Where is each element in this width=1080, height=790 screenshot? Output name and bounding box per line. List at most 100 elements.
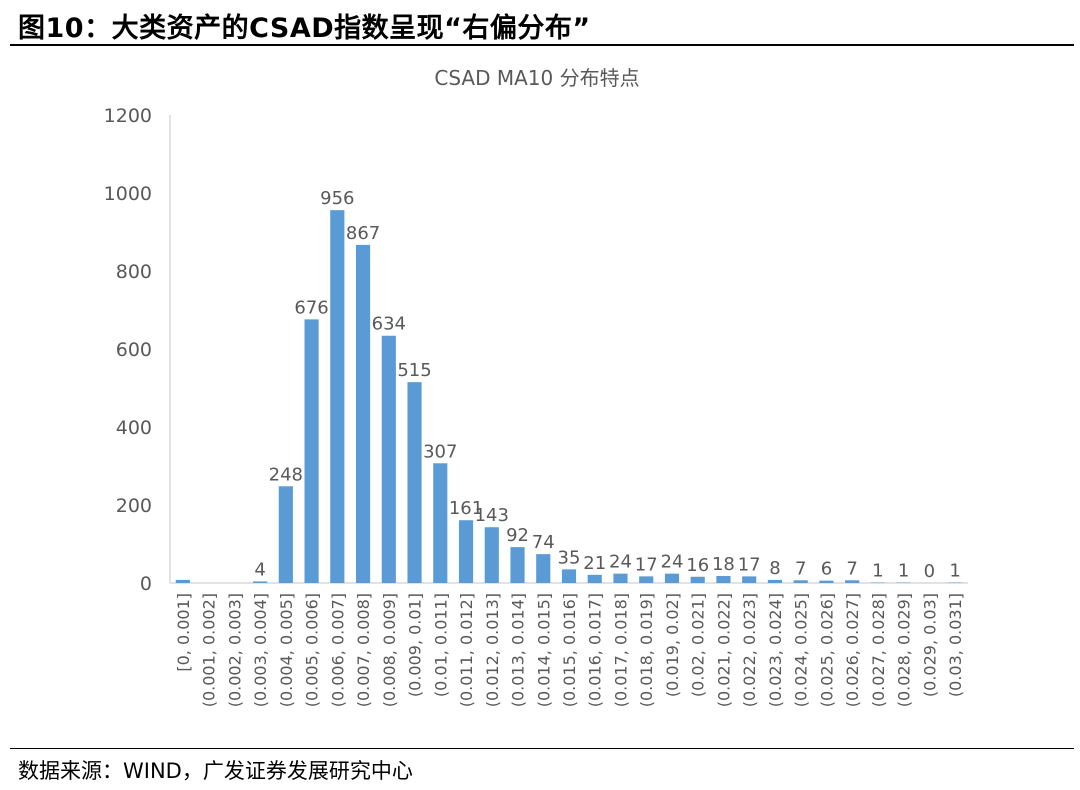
x-tick-label: (0.027, 0.028] [869, 593, 888, 707]
bar [253, 581, 268, 583]
x-tick-label: (0.016, 0.017] [586, 593, 605, 707]
x-axis-ticks: [0, 0.001] (0.001, 0.002] (0.002, 0.003] (0… [174, 593, 965, 707]
x-tick-label: (0.028, 0.029] [895, 593, 914, 707]
bar [355, 244, 371, 583]
data-label: 16 [686, 555, 709, 576]
data-label: 1 [872, 561, 883, 582]
x-tick-label: (0.02, 0.021] [689, 593, 708, 697]
bar [484, 527, 499, 583]
bar [793, 580, 808, 583]
x-tick-label: (0.03, 0.031] [946, 593, 965, 697]
x-tick-label: (0.024, 0.025] [792, 593, 811, 707]
y-tick-label: 0 [140, 573, 152, 595]
data-label: 18 [712, 554, 735, 575]
x-tick-label: (0.007, 0.008] [354, 593, 373, 707]
data-label: 676 [294, 297, 328, 318]
y-tick-label: 1000 [104, 183, 152, 205]
bar [561, 569, 577, 583]
bar [819, 580, 834, 583]
x-tick-label: (0.004, 0.005] [277, 593, 296, 707]
title-rule [10, 44, 1074, 46]
bar [639, 576, 654, 583]
bar [458, 520, 474, 583]
data-label: 867 [346, 223, 380, 244]
data-label: 74 [532, 532, 555, 553]
bar-series [175, 210, 963, 583]
x-tick-label: (0.006, 0.007] [328, 593, 347, 707]
bar [433, 463, 448, 583]
data-label: 24 [609, 552, 632, 573]
data-label: 143 [475, 505, 509, 526]
x-tick-label: (0.017, 0.018] [611, 593, 630, 707]
data-label: 1 [898, 561, 909, 582]
x-tick-label: (0.018, 0.019] [637, 593, 656, 707]
x-tick-label: (0.029, 0.03] [920, 593, 939, 697]
x-tick-label: (0.013, 0.014] [509, 593, 528, 707]
x-tick-label: (0.001, 0.002] [200, 593, 219, 707]
bar [175, 579, 190, 583]
x-tick-label: [0, 0.001] [174, 593, 193, 672]
data-label: 17 [738, 554, 761, 575]
data-label: 7 [846, 558, 857, 579]
bar [278, 486, 293, 583]
x-tick-label: (0.003, 0.004] [251, 593, 270, 707]
bar [613, 573, 628, 583]
y-tick-label: 400 [116, 417, 152, 439]
data-label: 515 [397, 360, 431, 381]
y-axis: 0 200 400 600 800 1000 1200 [104, 105, 968, 595]
bar [716, 575, 731, 583]
bar [510, 547, 525, 583]
x-tick-label: (0.019, 0.02] [663, 593, 682, 697]
data-label: 7 [795, 558, 806, 579]
data-label: 4 [254, 559, 265, 580]
data-label: 161 [449, 498, 483, 519]
x-tick-label: (0.002, 0.003] [225, 593, 244, 707]
bar [381, 335, 396, 583]
x-tick-label: (0.009, 0.01] [406, 593, 425, 697]
x-tick-label: (0.011, 0.012] [457, 593, 476, 707]
x-tick-label: (0.021, 0.022] [714, 593, 733, 707]
bar [304, 319, 319, 583]
y-tick-label: 1200 [104, 105, 152, 127]
source-rule [10, 748, 1074, 749]
x-tick-label: (0.012, 0.013] [483, 593, 502, 707]
data-label: 35 [558, 547, 581, 568]
data-label: 956 [320, 188, 354, 209]
y-tick-label: 200 [116, 495, 152, 517]
data-label: 17 [635, 554, 658, 575]
x-tick-label: (0.005, 0.006] [303, 593, 322, 707]
figure-title: 图10：大类资产的CSAD指数呈现“右偏分布” [18, 13, 591, 44]
bar [742, 576, 757, 583]
bar [330, 210, 345, 583]
x-tick-label: (0.008, 0.009] [380, 593, 399, 707]
data-label: 21 [583, 553, 606, 574]
data-label: 307 [423, 441, 457, 462]
y-tick-label: 600 [116, 339, 152, 361]
x-tick-label: (0.015, 0.016] [560, 593, 579, 707]
bar [690, 576, 705, 583]
x-tick-label: (0.025, 0.026] [817, 593, 836, 707]
bar [407, 382, 422, 583]
x-tick-label: (0.023, 0.024] [766, 593, 785, 707]
y-tick-label: 800 [116, 261, 152, 283]
bar [664, 573, 680, 583]
data-label: 8 [769, 558, 780, 579]
source-note: 数据来源：WIND，广发证券发展研究中心 [18, 759, 413, 783]
x-tick-label: (0.014, 0.015] [534, 593, 553, 707]
x-tick-label: (0.026, 0.027] [843, 593, 862, 707]
data-label: 24 [661, 552, 684, 573]
data-label: 634 [372, 314, 406, 335]
x-tick-label: (0.01, 0.011] [431, 593, 450, 697]
bar [587, 574, 602, 583]
data-label: 1 [949, 561, 960, 582]
data-label: 6 [821, 559, 832, 580]
data-label: 92 [506, 525, 529, 546]
data-label: 0 [924, 561, 935, 582]
data-label: 248 [269, 464, 303, 485]
chart-title: CSAD MA10 分布特点 [434, 66, 639, 90]
bar [536, 554, 551, 583]
bar [845, 580, 860, 583]
bar [767, 579, 783, 583]
